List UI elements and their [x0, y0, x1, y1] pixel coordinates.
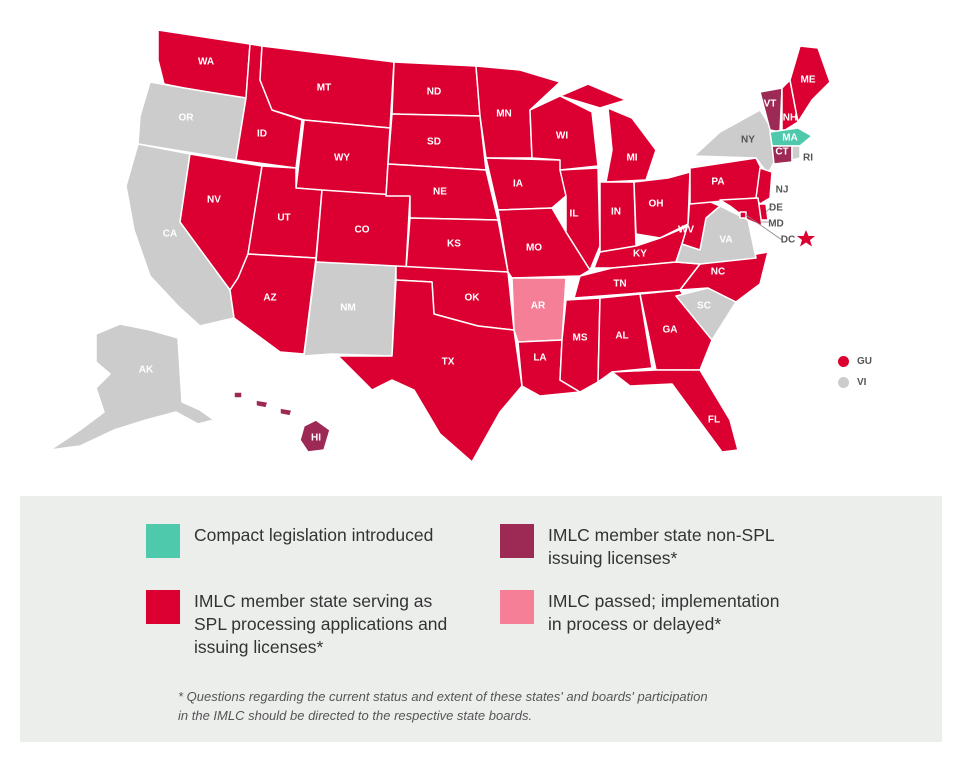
dc-star-icon [797, 230, 815, 247]
state-label-va: VA [719, 235, 732, 246]
de-leader-line [765, 205, 773, 213]
territory-vi-label: VI [857, 377, 867, 388]
legend-label-passed: IMLC passed; implementation in process o… [548, 591, 780, 634]
state-label-tx: TX [442, 357, 455, 368]
state-label-nh: NH [783, 113, 797, 124]
state-label-ar: AR [531, 301, 546, 312]
state-label-la: LA [533, 353, 546, 364]
territory-gu-swatch [838, 356, 849, 367]
state-label-de: DE [769, 203, 783, 214]
territory-gu-label: GU [857, 356, 872, 367]
state-label-wv: WV [678, 225, 694, 236]
footnote: * Questions regarding the current status… [178, 689, 708, 723]
legend-panel: Compact legislation introduced IMLC memb… [20, 496, 942, 742]
state-label-nc: NC [711, 267, 725, 278]
legend-swatch-introduced [146, 524, 180, 558]
state-label-ca: CA [163, 229, 177, 240]
state-label-or: OR [179, 113, 195, 124]
state-label-sc: SC [697, 301, 711, 312]
state-label-sd: SD [427, 137, 441, 148]
territory-vi: VI [838, 377, 866, 388]
state-GA [639, 289, 713, 371]
state-label-wy: WY [334, 153, 350, 164]
state-label-ct: CT [775, 147, 788, 158]
state-label-wa: WA [198, 57, 214, 68]
state-AK [49, 323, 215, 451]
state-NJ [755, 167, 773, 205]
state-label-me: ME [801, 75, 816, 86]
state-label-hi: HI [311, 433, 321, 444]
state-label-nj: NJ [776, 185, 789, 196]
state-label-mi: MI [626, 153, 637, 164]
state-label-ne: NE [433, 187, 447, 198]
state-HI [233, 391, 331, 453]
state-label-mn: MN [496, 109, 512, 120]
state-TX [337, 279, 523, 463]
legend-item-introduced: Compact legislation introduced [146, 524, 433, 558]
state-DC [739, 211, 747, 219]
state-label-ia: IA [513, 179, 523, 190]
state-FL [611, 369, 739, 453]
state-label-mt: MT [317, 83, 331, 94]
state-AL [597, 293, 653, 383]
state-label-md: MD [768, 219, 784, 230]
legend-swatch-spl [146, 590, 180, 624]
state-label-co: CO [355, 225, 370, 236]
state-label-ma: MA [782, 133, 798, 144]
state-NM [303, 261, 397, 357]
legend-label-non-spl: IMLC member state non-SPL issuing licens… [548, 525, 775, 568]
state-MO [497, 207, 591, 279]
state-label-az: AZ [263, 293, 276, 304]
state-label-nv: NV [207, 195, 221, 206]
state-MS [559, 297, 601, 393]
legend-item-non-spl: IMLC member state non-SPL issuing licens… [500, 524, 775, 570]
state-label-ks: KS [447, 239, 461, 250]
state-WI [529, 95, 599, 171]
legend-swatch-non-spl [500, 524, 534, 558]
state-label-ak: AK [139, 365, 154, 376]
state-IA [485, 157, 567, 211]
state-AZ [229, 253, 317, 355]
territory-vi-swatch [838, 377, 849, 388]
state-label-tn: TN [613, 279, 626, 290]
state-label-ri: RI [803, 153, 813, 164]
state-label-vt: VT [764, 99, 777, 110]
state-label-nm: NM [340, 303, 356, 314]
state-MA [769, 127, 813, 147]
legend-swatch-passed [500, 590, 534, 624]
state-label-il: IL [570, 209, 579, 220]
state-ME [789, 45, 831, 123]
legend-label-spl: IMLC member state serving as SPL process… [194, 591, 448, 657]
state-RI [791, 145, 801, 161]
state-label-fl: FL [708, 415, 720, 426]
state-label-ms: MS [573, 333, 588, 344]
state-label-ky: KY [633, 249, 647, 260]
state-label-nd: ND [427, 87, 441, 98]
legend-label-introduced: Compact legislation introduced [194, 525, 434, 545]
state-label-id: ID [257, 129, 267, 140]
state-label-pa: PA [711, 177, 724, 188]
state-CT [771, 145, 793, 165]
state-IL [559, 167, 601, 271]
us-map-svg: WA OR CA ID NV MT WY UT AZ CO NM ND SD NE KS OK TX MN IA MO… [49, 29, 831, 463]
legend-item-spl: IMLC member state serving as SPL process… [146, 590, 447, 659]
territory-gu: GU [838, 356, 872, 367]
state-label-ga: GA [663, 325, 678, 336]
state-label-ok: OK [465, 293, 481, 304]
state-label-al: AL [615, 331, 628, 342]
state-label-oh: OH [649, 199, 664, 210]
state-label-dc: DC [781, 235, 795, 246]
dc-leader-line [745, 214, 783, 241]
state-label-mo: MO [526, 243, 542, 254]
legend-item-passed: IMLC passed; implementation in process o… [500, 590, 780, 636]
state-label-wi: WI [556, 131, 568, 142]
state-label-ut: UT [277, 213, 290, 224]
state-label-ny: NY [741, 135, 755, 146]
state-label-in: IN [611, 207, 621, 218]
us-map: WA OR CA ID NV MT WY UT AZ CO NM ND SD NE KS OK TX MN IA MO… [49, 29, 872, 463]
